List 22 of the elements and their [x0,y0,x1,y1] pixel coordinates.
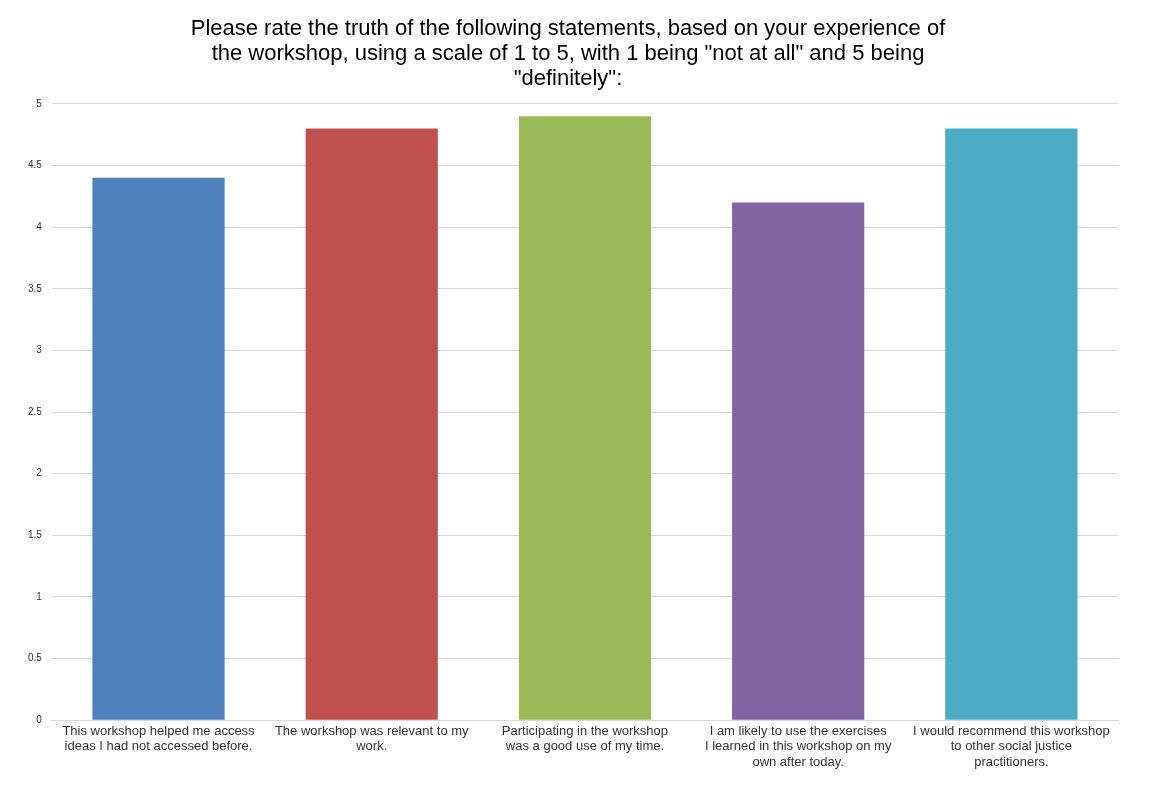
y-tick-label: 2 [36,467,43,479]
y-tick-label: 0.5 [28,652,43,664]
y-tick-label: 1 [36,590,43,602]
y-tick-label: 4.5 [28,159,43,171]
y-tick-label: 5 [36,97,43,109]
x-tick-label: I would recommend this workshop to other social justice practitioners. [913,722,1110,769]
bar [732,202,865,720]
chart-title: Please rate the truth of the following statements, based on your experience of the workshop, using a scale of 1 to 5, with 1 being "not at all" and 5 being "definitely": [190,14,947,91]
x-tick-label: This workshop helped me access ideas I had not accessed before. [62,722,256,754]
y-tick-label: 0 [36,713,43,725]
bar [92,177,225,720]
y-tick-label: 3.5 [28,282,43,294]
bar [305,128,438,720]
x-tick-label: Participating in the workshop was a good use of my time. [501,722,669,754]
y-tick-label: 4 [36,220,43,232]
y-tick-label: 2.5 [28,405,43,417]
bar [945,128,1078,720]
x-tick-label: The workshop was relevant to my work. [274,722,470,754]
y-tick-label: 3 [36,344,43,356]
y-tick-label: 1.5 [28,529,43,541]
x-tick-label: I am likely to use the exercises I learned in this workshop on my own after today. [704,722,892,769]
bar [518,116,652,720]
